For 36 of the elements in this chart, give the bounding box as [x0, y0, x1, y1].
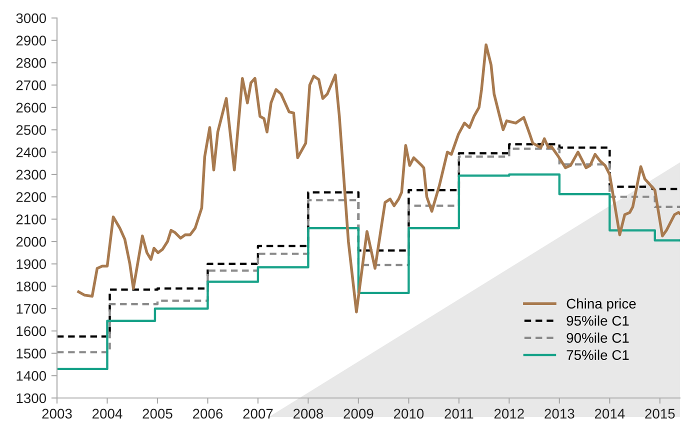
- y-tick-label: 1500: [16, 348, 46, 358]
- y-tick-label: 2000: [16, 236, 46, 247]
- y-tick-label: 2100: [16, 214, 46, 224]
- x-tick-label: 2005: [142, 408, 172, 419]
- x-tick-label: 2010: [394, 408, 424, 419]
- y-tick-label: 2300: [16, 170, 46, 180]
- x-tick-label: 2015: [645, 408, 675, 419]
- x-tick-label: 2011: [444, 408, 474, 419]
- x-tick-label: 2009: [344, 408, 374, 419]
- y-tick-label: 2500: [16, 125, 46, 135]
- y-tick-label: 1800: [16, 282, 46, 292]
- y-tick-label: 3000: [16, 13, 46, 24]
- y-tick-label: 2600: [16, 102, 46, 113]
- x-tick-label: 2012: [494, 408, 524, 419]
- y-tick-label: 2700: [16, 80, 46, 90]
- x-tick-label: 2007: [243, 408, 273, 419]
- legend-label: 75%ile C1: [566, 350, 629, 360]
- x-tick-label: 2013: [544, 408, 574, 419]
- line-series: [77, 43, 680, 314]
- x-tick-label: 2003: [42, 408, 72, 419]
- legend-label: 90%ile C1: [566, 332, 629, 343]
- y-tick-label: 1400: [16, 370, 46, 381]
- y-tick-label: 2900: [16, 36, 46, 46]
- legend-label: China price: [566, 298, 636, 312]
- y-tick-label: 2800: [16, 58, 46, 68]
- y-tick-label: 1900: [16, 259, 46, 270]
- y-tick-label: 1700: [16, 304, 46, 314]
- legend-label: 95%ile C1: [566, 316, 629, 326]
- x-tick-label: 2004: [92, 408, 122, 419]
- y-tick-label: 2200: [16, 192, 46, 202]
- y-tick-label: 1300: [16, 393, 46, 404]
- x-tick-label: 2006: [192, 408, 223, 419]
- x-tick-label: 2014: [594, 408, 625, 419]
- x-tick-label: 2008: [293, 408, 324, 419]
- y-tick-label: 2400: [16, 147, 46, 158]
- y-tick-label: 1600: [16, 326, 46, 336]
